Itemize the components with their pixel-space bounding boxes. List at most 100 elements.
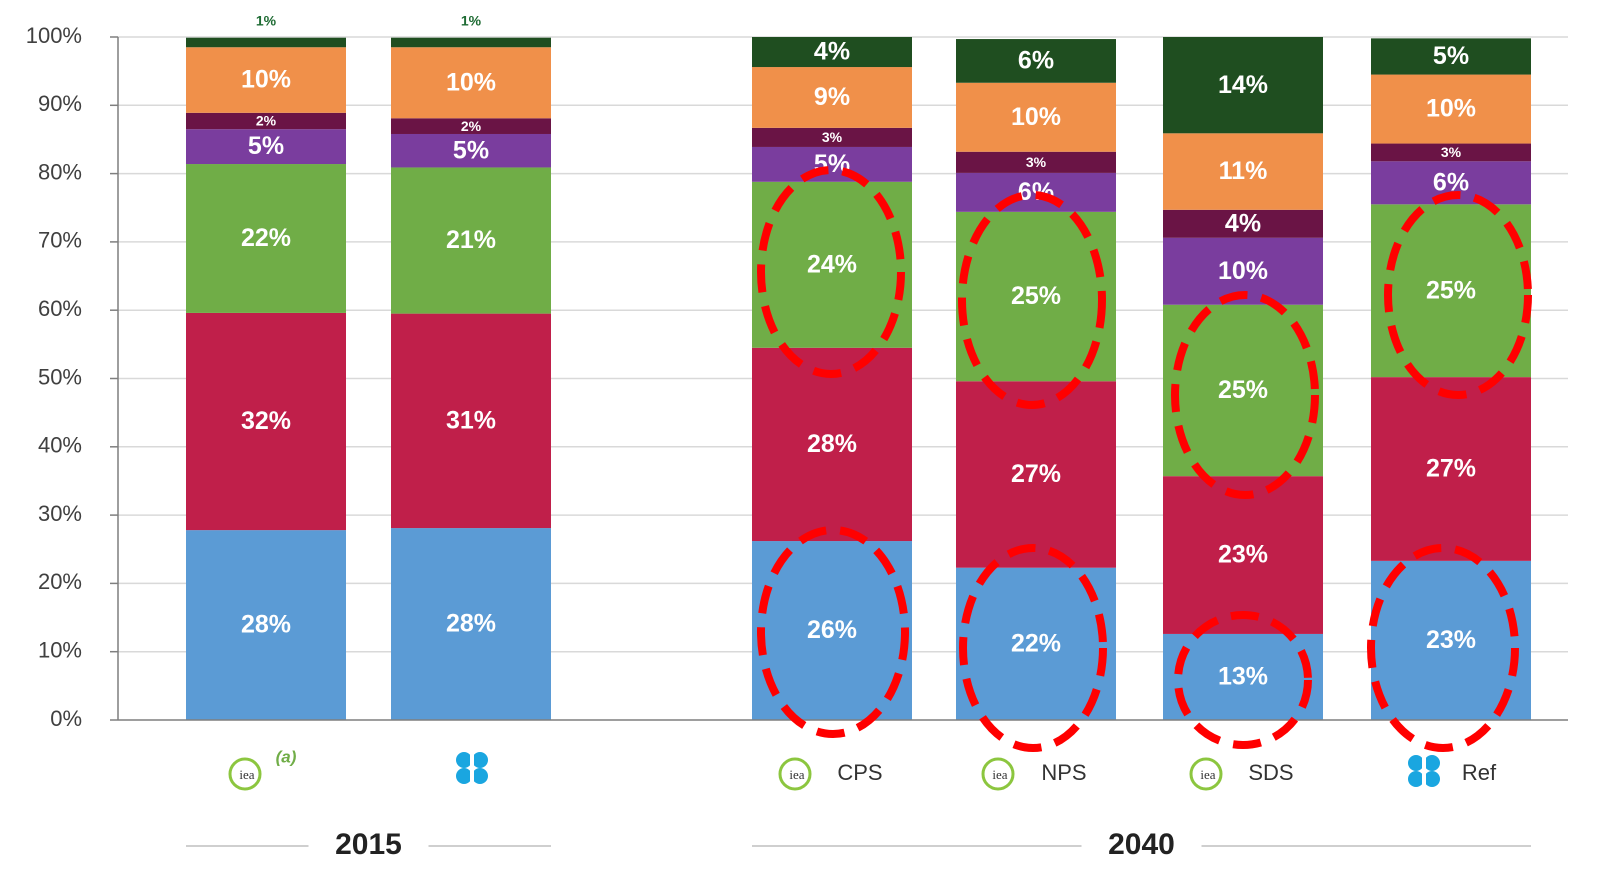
data-label: 2% [256, 113, 277, 129]
data-label: 10% [446, 68, 496, 96]
bar-segment [186, 112, 346, 130]
data-label: 5% [1433, 42, 1469, 70]
bar-segment [186, 530, 346, 720]
svg-text:iea: iea [992, 767, 1007, 782]
data-label: 5% [248, 132, 284, 160]
data-label: 10% [1426, 95, 1476, 123]
data-label: 9% [814, 83, 850, 111]
bar-segment [186, 129, 346, 165]
bar-segment [391, 133, 551, 168]
bar-segment [1371, 38, 1531, 75]
bar-segment [956, 151, 1116, 173]
data-label: 3% [1441, 144, 1462, 160]
data-label: 3% [822, 129, 843, 145]
logos: iea iea iea iea [228, 752, 1440, 791]
y-tick-label: 40% [38, 433, 82, 458]
y-tick-label: 30% [38, 501, 82, 526]
bar-segment [391, 37, 551, 48]
bar-segment [186, 312, 346, 531]
y-tick-label: 70% [38, 228, 82, 253]
data-label: 28% [446, 610, 496, 638]
bar-segment [186, 47, 346, 113]
data-label: 27% [1426, 455, 1476, 483]
group-label: 2015 [335, 828, 402, 861]
bar-segment [1163, 476, 1323, 634]
data-label: 28% [807, 430, 857, 458]
data-label: 24% [807, 250, 857, 278]
data-label: 22% [241, 224, 291, 252]
y-tick-label: 20% [38, 569, 82, 594]
bar-segment [956, 39, 1116, 83]
data-label: 23% [1218, 541, 1268, 569]
bar-segment [956, 82, 1116, 152]
bar-segment [956, 381, 1116, 568]
y-tick-label: 0% [50, 706, 82, 731]
data-label: 2% [461, 118, 482, 134]
data-label: 32% [241, 407, 291, 435]
iea-logo: iea [1189, 757, 1223, 791]
svg-text:iea: iea [789, 767, 804, 782]
opec-logo [1408, 755, 1440, 787]
highlight-ellipse [1171, 291, 1319, 499]
x-tick-label: NPS [1041, 760, 1086, 785]
iea-logo: iea [778, 757, 812, 791]
svg-text:iea: iea [1200, 767, 1215, 782]
data-label: 1% [256, 12, 277, 28]
iea-logo: iea [981, 757, 1015, 791]
data-label: 10% [1011, 103, 1061, 131]
highlight-ellipse [1174, 611, 1312, 749]
data-label: 27% [1011, 460, 1061, 488]
bar-segment [752, 347, 912, 542]
data-label: 22% [1011, 629, 1061, 657]
data-label: 6% [1018, 47, 1054, 75]
data-label: 10% [241, 66, 291, 94]
data-label: 28% [241, 611, 291, 639]
bar-segment [391, 47, 551, 119]
bar-segment [186, 37, 346, 48]
highlight-ellipse [757, 526, 909, 738]
y-tick-label: 100% [26, 23, 82, 48]
data-label: 10% [1218, 257, 1268, 285]
bar-segment [1163, 633, 1323, 720]
y-tick-label: 90% [38, 91, 82, 116]
data-label: 5% [453, 136, 489, 164]
bar-segment [391, 528, 551, 720]
data-label: 26% [807, 616, 857, 644]
opec-logo [456, 752, 488, 784]
highlight-ellipse [1384, 191, 1532, 399]
highlight-ellipse [757, 166, 905, 378]
x-tick-label: SDS [1248, 760, 1293, 785]
x-tick-label: Ref [1462, 760, 1497, 785]
bar-segment [1163, 133, 1323, 210]
data-label: 31% [446, 406, 496, 434]
bar-segment [391, 313, 551, 529]
bar-segment [186, 164, 346, 313]
data-label: 25% [1426, 276, 1476, 304]
highlight-ellipses [757, 166, 1532, 752]
bar-segment [956, 172, 1116, 212]
data-label: 1% [461, 12, 482, 28]
x-tick-label: CPS [837, 760, 882, 785]
bar-segment [1371, 74, 1531, 144]
bar-segment [752, 146, 912, 182]
svg-text:iea: iea [239, 767, 254, 782]
data-label: 4% [814, 38, 850, 66]
data-label: 14% [1218, 71, 1268, 99]
data-label: 25% [1218, 376, 1268, 404]
highlight-ellipse [958, 191, 1106, 409]
bar-segment [1371, 377, 1531, 561]
y-tick-label: 10% [38, 638, 82, 663]
bar-segment [752, 67, 912, 128]
bar-segment [391, 167, 551, 314]
highlight-ellipse [959, 544, 1107, 752]
bar-segment [752, 127, 912, 147]
highlight-ellipse [1367, 544, 1519, 752]
data-label: 13% [1218, 663, 1268, 691]
x-tick-label: (a) [276, 747, 297, 766]
data-label: 23% [1426, 626, 1476, 654]
data-label: 25% [1011, 282, 1061, 310]
y-tick-label: 80% [38, 159, 82, 184]
bar-segment [1163, 209, 1323, 238]
data-label: 3% [1026, 154, 1047, 170]
